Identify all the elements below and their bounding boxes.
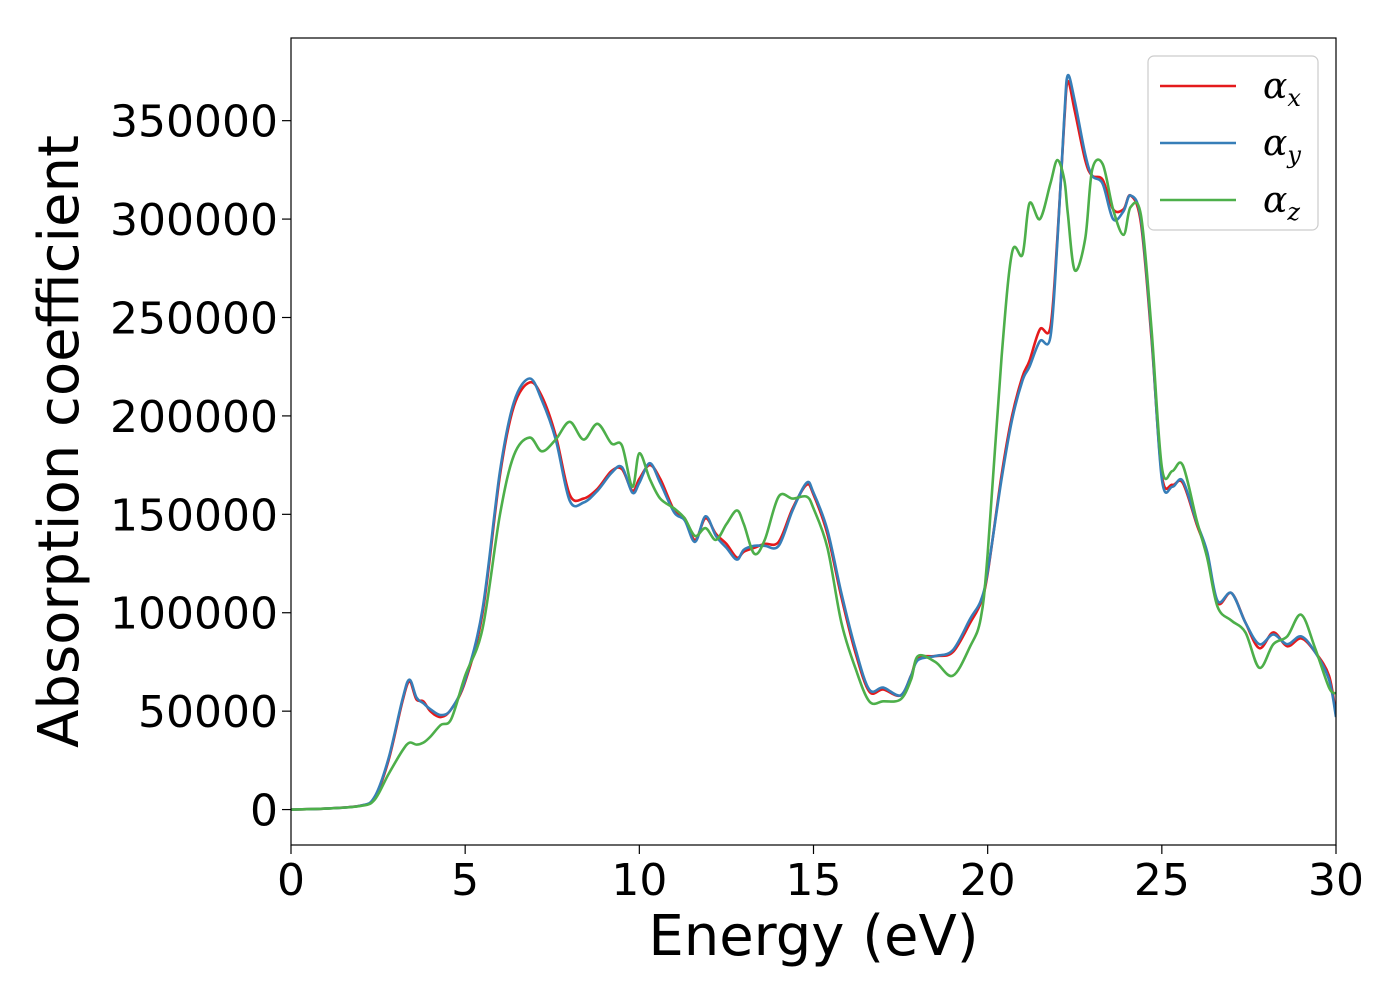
x-tick-label: 15 — [786, 855, 842, 906]
x-axis-ticks: 0 5 10 15 20 25 30 — [277, 845, 1364, 906]
x-tick-label: 30 — [1308, 855, 1364, 906]
y-tick-label: 350000 — [110, 97, 278, 148]
y-tick-label: 50000 — [138, 687, 278, 738]
x-tick-label: 0 — [277, 855, 305, 906]
legend: αx αy αz — [1147, 55, 1319, 231]
y-axis-ticks: 0 50000 100000 150000 200000 250000 300000 3500… — [110, 97, 291, 837]
x-axis-label: Energy (eV) — [648, 904, 978, 969]
y-axis-label: Absorption coefficient — [27, 135, 92, 748]
y-tick-label: 300000 — [110, 195, 278, 246]
y-tick-label: 200000 — [110, 392, 278, 443]
series-line-z — [291, 158, 1336, 811]
legend-label-x: αx — [1263, 66, 1301, 112]
x-tick-label: 20 — [960, 855, 1016, 906]
y-tick-label: 250000 — [110, 293, 278, 344]
x-tick-label: 5 — [451, 855, 479, 906]
legend-label-z: αz — [1263, 180, 1300, 226]
y-tick-label: 100000 — [110, 589, 278, 640]
x-tick-label: 10 — [611, 855, 667, 906]
legend-label-y: αy — [1263, 123, 1301, 169]
series-layer — [291, 73, 1336, 811]
y-tick-label: 0 — [250, 786, 278, 837]
y-tick-label: 150000 — [110, 490, 278, 541]
x-tick-label: 25 — [1134, 855, 1190, 906]
